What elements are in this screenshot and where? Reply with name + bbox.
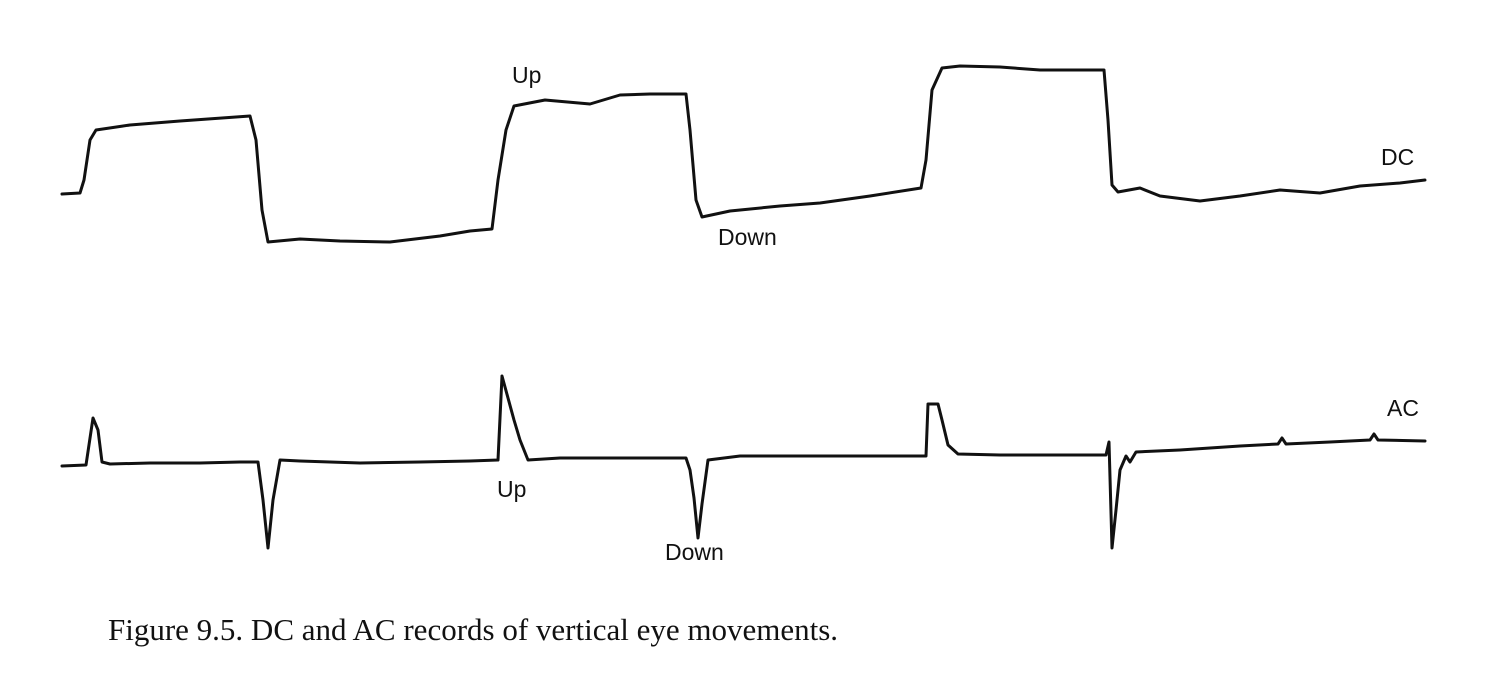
ac-down-label: Down: [665, 539, 724, 565]
dc-down-label: Down: [718, 224, 777, 250]
figure-caption: Figure 9.5. DC and AC records of vertica…: [108, 612, 839, 647]
dc-up-label: Up: [512, 62, 541, 88]
ac-trace: [60, 374, 1427, 550]
dc-trace: [60, 64, 1427, 244]
ac-trace-label: AC: [1387, 395, 1419, 421]
dc-trace-label: DC: [1381, 144, 1414, 170]
ac-up-label: Up: [497, 476, 526, 502]
